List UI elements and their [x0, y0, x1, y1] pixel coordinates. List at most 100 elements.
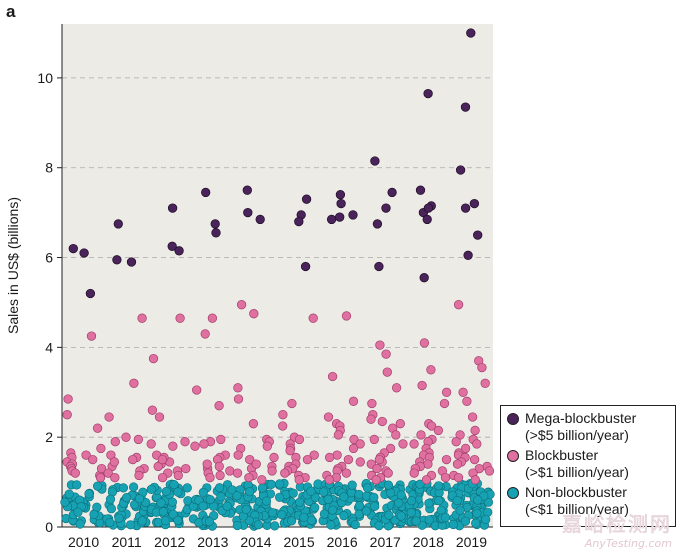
point-blockbuster: [398, 439, 408, 449]
point-non-blockbuster: [158, 507, 168, 517]
point-non-blockbuster: [434, 496, 444, 506]
legend-label-mega: Mega-blockbuster: [525, 410, 637, 426]
point-mega-blockbuster: [210, 219, 220, 229]
point-blockbuster: [419, 338, 430, 348]
point-blockbuster: [88, 454, 98, 465]
point-blockbuster: [63, 394, 73, 404]
point-non-blockbuster: [440, 512, 451, 523]
point-blockbuster: [480, 378, 490, 388]
point-non-blockbuster: [72, 480, 82, 490]
point-non-blockbuster: [328, 505, 338, 515]
point-blockbuster: [341, 311, 352, 321]
point-blockbuster: [233, 394, 244, 404]
point-non-blockbuster: [105, 517, 115, 528]
point-non-blockbuster: [275, 479, 285, 489]
point-blockbuster: [371, 475, 381, 485]
point-blockbuster: [180, 437, 190, 447]
point-mega-blockbuster: [387, 187, 397, 198]
point-mega-blockbuster: [336, 198, 346, 209]
point-blockbuster: [86, 331, 97, 341]
point-blockbuster: [439, 398, 450, 409]
point-blockbuster: [236, 300, 247, 310]
x-tick-label: 2010: [68, 534, 99, 550]
point-blockbuster: [207, 313, 218, 323]
watermark-cn: 嘉峪检测网: [562, 512, 672, 536]
point-blockbuster: [470, 425, 480, 436]
point-non-blockbuster: [267, 508, 278, 518]
point-non-blockbuster: [205, 495, 215, 505]
point-blockbuster: [458, 387, 468, 397]
point-mega-blockbuster: [423, 88, 433, 99]
point-non-blockbuster: [319, 487, 329, 497]
point-blockbuster: [472, 439, 482, 449]
point-blockbuster: [309, 450, 319, 460]
point-blockbuster: [467, 412, 478, 422]
point-non-blockbuster: [323, 494, 333, 505]
point-blockbuster: [452, 459, 463, 469]
point-blockbuster: [233, 383, 243, 393]
point-non-blockbuster: [370, 501, 380, 511]
point-non-blockbuster: [106, 504, 116, 514]
point-non-blockbuster: [361, 506, 372, 516]
point-blockbuster: [267, 466, 277, 476]
point-non-blockbuster: [146, 484, 156, 495]
point-non-blockbuster: [396, 490, 406, 500]
y-tick-label: 2: [45, 429, 53, 445]
legend-swatch-non: [507, 487, 519, 499]
legend-swatch-mega: [507, 413, 519, 425]
point-non-blockbuster: [299, 512, 309, 522]
point-blockbuster: [377, 416, 387, 427]
point-non-blockbuster: [84, 489, 94, 499]
point-blockbuster: [175, 313, 185, 323]
y-tick-label: 0: [45, 519, 53, 535]
point-blockbuster: [92, 423, 103, 433]
legend-swatch-block: [507, 450, 519, 462]
point-blockbuster: [262, 441, 272, 451]
point-non-blockbuster: [396, 511, 406, 521]
point-blockbuster: [308, 313, 318, 323]
point-blockbuster: [395, 419, 405, 429]
point-mega-blockbuster: [243, 207, 253, 218]
point-blockbuster: [200, 329, 210, 339]
point-non-blockbuster: [415, 479, 425, 489]
point-blockbuster: [294, 475, 304, 485]
point-non-blockbuster: [204, 517, 214, 527]
point-blockbuster: [287, 398, 297, 409]
point-blockbuster: [409, 468, 419, 478]
point-blockbuster: [374, 454, 385, 465]
point-blockbuster: [469, 454, 480, 465]
point-blockbuster: [474, 463, 484, 474]
point-mega-blockbuster: [68, 243, 78, 254]
point-mega-blockbuster: [126, 257, 137, 267]
y-tick-label: 8: [45, 160, 53, 176]
point-non-blockbuster: [261, 496, 272, 506]
point-non-blockbuster: [130, 500, 140, 510]
point-blockbuster: [269, 452, 279, 463]
point-non-blockbuster: [326, 520, 336, 530]
point-blockbuster: [323, 412, 334, 422]
point-blockbuster: [417, 380, 427, 391]
point-blockbuster: [146, 439, 156, 449]
x-tick-label: 2017: [370, 534, 401, 550]
point-mega-blockbuster: [112, 255, 122, 265]
point-blockbuster: [129, 378, 139, 388]
point-mega-blockbuster: [415, 185, 426, 195]
legend-label-block: Blockbuster: [525, 447, 599, 463]
point-blockbuster: [484, 466, 495, 476]
point-blockbuster: [349, 434, 359, 445]
point-non-blockbuster: [134, 494, 145, 504]
point-blockbuster: [168, 441, 178, 451]
point-non-blockbuster: [406, 496, 417, 506]
point-blockbuster: [244, 472, 254, 483]
point-non-blockbuster: [350, 519, 360, 530]
point-non-blockbuster: [126, 520, 136, 530]
point-mega-blockbuster: [300, 261, 311, 272]
point-mega-blockbuster: [374, 261, 384, 272]
point-mega-blockbuster: [455, 165, 466, 175]
point-mega-blockbuster: [381, 203, 391, 213]
point-blockbuster: [278, 421, 288, 431]
y-tick-label: 4: [45, 339, 53, 355]
point-non-blockbuster: [75, 519, 85, 529]
point-non-blockbuster: [310, 503, 320, 513]
